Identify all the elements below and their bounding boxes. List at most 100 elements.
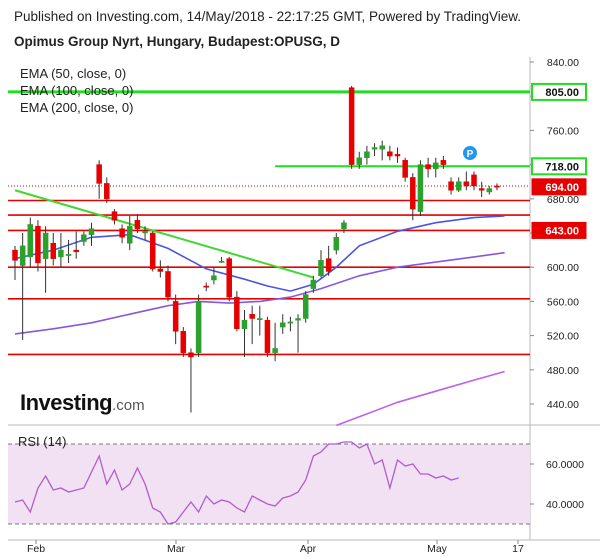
candle-17 bbox=[142, 226, 148, 240]
candle-body bbox=[333, 237, 340, 251]
candle-body bbox=[310, 279, 317, 289]
candle-body bbox=[402, 160, 408, 178]
candle-26 bbox=[211, 267, 217, 285]
candle-63 bbox=[494, 183, 500, 191]
price-tag-label: 805.00 bbox=[545, 87, 579, 99]
candle-body bbox=[42, 232, 49, 259]
candle-44 bbox=[348, 85, 355, 169]
candle-4 bbox=[42, 226, 49, 293]
price-tick-label: 520.00 bbox=[547, 331, 579, 343]
candle-53 bbox=[417, 160, 424, 216]
candle-52 bbox=[410, 173, 416, 221]
candle-body bbox=[195, 301, 202, 353]
candle-body bbox=[157, 268, 164, 272]
candle-21 bbox=[172, 294, 179, 345]
candle-body bbox=[81, 234, 87, 242]
candle-body bbox=[364, 151, 370, 159]
candle-body bbox=[134, 219, 141, 229]
candle-47 bbox=[371, 143, 378, 157]
candle-body bbox=[73, 249, 79, 253]
price-tag-805: 805.00 bbox=[531, 82, 587, 101]
candle-15 bbox=[127, 215, 133, 251]
candle-body bbox=[218, 260, 225, 263]
ema50-line bbox=[14, 215, 505, 292]
candle-body bbox=[440, 160, 447, 165]
candle-45 bbox=[356, 151, 362, 169]
candle-42 bbox=[333, 233, 340, 255]
candle-body bbox=[478, 188, 485, 191]
candle-19 bbox=[157, 260, 164, 278]
horizontal-levels bbox=[8, 90, 530, 356]
candle-25 bbox=[203, 282, 209, 292]
candle-body bbox=[104, 183, 110, 200]
candle-body bbox=[65, 254, 72, 256]
candle-32 bbox=[257, 305, 263, 336]
price-tick-label: 560.00 bbox=[547, 296, 579, 308]
price-tag-box bbox=[531, 221, 587, 239]
candle-3 bbox=[35, 220, 41, 272]
candle-body bbox=[188, 352, 194, 358]
candle-body bbox=[257, 318, 263, 320]
candle-56 bbox=[440, 156, 447, 169]
price-tick-label: 440.00 bbox=[547, 399, 579, 411]
ema-lines bbox=[14, 215, 505, 427]
candle-1 bbox=[19, 233, 26, 340]
candle-29 bbox=[234, 291, 240, 332]
investing-logo: Investing.com bbox=[20, 390, 145, 416]
candle-body bbox=[410, 177, 416, 210]
candle-body bbox=[455, 181, 462, 191]
candle-body bbox=[111, 211, 118, 221]
published-line: Published on Investing.com, 14/May/2018 … bbox=[14, 9, 522, 24]
price-tag-643: 643.00 bbox=[531, 221, 587, 239]
price-tags: 805.00 718.00 694.00 643.00 bbox=[531, 82, 587, 239]
candle-body bbox=[463, 181, 470, 187]
price-tag-694: 694.00 bbox=[531, 178, 587, 196]
rsi-label: RSI (14) bbox=[18, 434, 67, 449]
candle-body bbox=[241, 319, 248, 330]
candle-body bbox=[494, 185, 500, 188]
event-marker-letter: P bbox=[467, 149, 474, 160]
candle-body bbox=[448, 181, 454, 191]
ema100-line bbox=[14, 251, 505, 335]
candle-body bbox=[88, 228, 95, 235]
candle-41 bbox=[325, 245, 332, 276]
candle-body bbox=[249, 313, 255, 319]
candle-38 bbox=[302, 291, 309, 323]
candle-body bbox=[356, 157, 362, 165]
candle-body bbox=[149, 232, 156, 270]
price-tick-label: 840.00 bbox=[547, 57, 579, 69]
time-tick-label: Apr bbox=[300, 543, 317, 555]
price-tag-box bbox=[531, 82, 587, 101]
candle-59 bbox=[463, 171, 470, 191]
candle-body bbox=[425, 164, 431, 170]
legend-ema200: EMA (200, close, 0) bbox=[20, 100, 134, 115]
candle-37 bbox=[295, 314, 301, 353]
price-tick-label: 680.00 bbox=[547, 194, 579, 206]
logo-suffix: .com bbox=[112, 397, 145, 414]
candle-27 bbox=[218, 256, 225, 263]
candle-body bbox=[172, 301, 179, 332]
candle-body bbox=[272, 348, 278, 353]
rsi-tick-label: 40.0000 bbox=[546, 499, 584, 511]
rsi-band bbox=[8, 444, 530, 524]
candle-6 bbox=[58, 233, 64, 268]
candle-body bbox=[287, 321, 294, 324]
legend-ema50: EMA (50, close, 0) bbox=[20, 66, 127, 81]
candle-24 bbox=[195, 294, 202, 357]
candle-49 bbox=[387, 145, 393, 161]
trendline bbox=[14, 189, 314, 279]
candle-body bbox=[318, 260, 324, 276]
candle-31 bbox=[249, 305, 255, 345]
candle-body bbox=[387, 151, 393, 157]
price-tag-label: 643.00 bbox=[545, 225, 579, 237]
candle-13 bbox=[111, 209, 118, 225]
time-tick-label: Feb bbox=[27, 543, 45, 555]
candle-16 bbox=[134, 214, 141, 233]
candle-2 bbox=[27, 217, 34, 268]
candle-body bbox=[264, 319, 271, 353]
candle-0 bbox=[12, 245, 18, 281]
candle-body bbox=[12, 249, 18, 261]
price-tag-label: 694.00 bbox=[545, 182, 579, 194]
price-plot-area bbox=[8, 57, 530, 425]
candle-body bbox=[295, 318, 301, 321]
